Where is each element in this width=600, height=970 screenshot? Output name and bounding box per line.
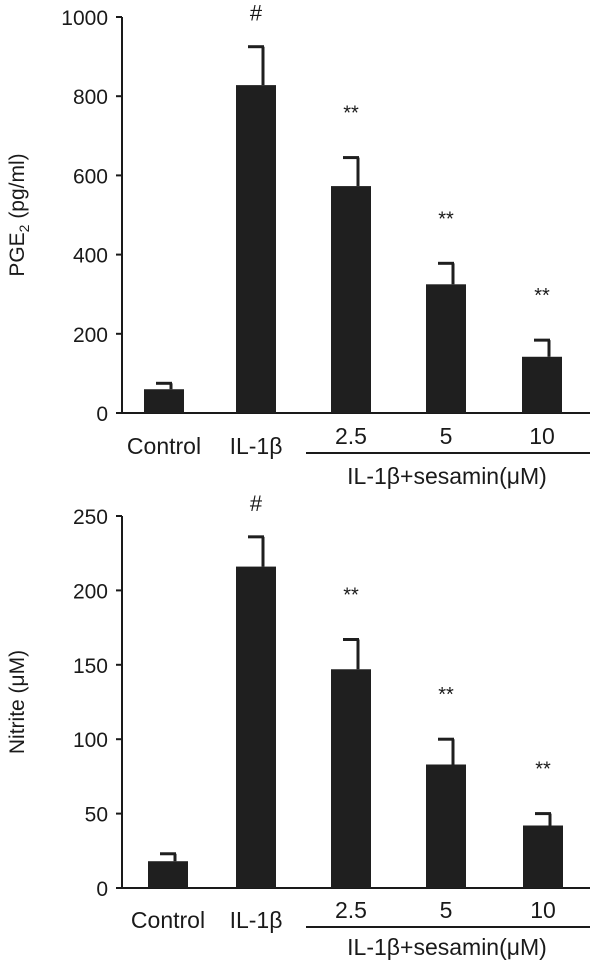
chart1-y-axis-label-sub: 2: [16, 224, 32, 232]
chart1-bar-4: [522, 356, 562, 413]
chart1-category-label-4: 10: [529, 423, 555, 449]
chart2-y-tick-label-1: 50: [85, 804, 108, 827]
chart1-category-label-2: 2.5: [335, 423, 367, 449]
chart1-bar-1: [236, 85, 276, 413]
chart1-bar-3: [426, 284, 466, 413]
chart2-y-tick-label-4: 200: [73, 580, 108, 603]
chart1-y-tick-label-4: 800: [73, 86, 108, 109]
chart1-y-axis-label-main: PGE: [6, 232, 29, 276]
chart1-y-tick-label-2: 400: [73, 245, 108, 268]
chart1-y-tick-label-5: 1000: [61, 7, 108, 30]
chart1-annotation-3: **: [438, 208, 454, 230]
chart1-y-axis-label-unit: (pg/ml): [6, 153, 29, 224]
chart1-y-axis-label: PGE2 (pg/ml): [6, 153, 32, 276]
chart1-bar-2: [331, 186, 371, 413]
chart2-annotation-4: **: [535, 759, 551, 781]
chart2-group-label: IL-1β+sesamin(μM): [347, 934, 547, 960]
chart2-y-tick-label-2: 100: [73, 729, 108, 752]
chart1-y-tick-label-0: 0: [96, 403, 108, 426]
chart2-bar-3: [426, 764, 466, 888]
chart2-y-tick-label-5: 250: [73, 506, 108, 529]
chart2-y-tick-label-0: 0: [96, 878, 108, 901]
chart2-y-tick-label-3: 150: [73, 655, 108, 678]
chart2-y-axis-label: Nitrite (μM): [6, 650, 29, 754]
chart2-annotation-1: #: [250, 491, 263, 516]
chart1-annotation-4: **: [534, 285, 550, 307]
chart1-group-label: IL-1β+sesamin(μM): [347, 463, 547, 489]
chart2-annotation-3: **: [438, 684, 454, 706]
chart2-bar-2: [331, 669, 371, 888]
chart1-category-label-3: 5: [440, 423, 453, 449]
chart2-bar-0: [148, 861, 188, 888]
chart2-category-label-1: IL-1β: [230, 907, 283, 933]
chart1-category-label-1: IL-1β: [230, 433, 283, 459]
chart2-bar-4: [523, 825, 563, 888]
chart2-bar-1: [236, 566, 276, 888]
chart1-category-label-0: Control: [127, 433, 201, 459]
chart1-y-tick-label-3: 600: [73, 165, 108, 188]
chart1-annotation-1: #: [250, 1, 263, 26]
chart2-category-label-4: 10: [530, 897, 556, 923]
chart1-bar-0: [144, 389, 184, 413]
chart1-y-tick-label-1: 200: [73, 324, 108, 347]
chart2-y-axis-label-main: Nitrite (μM): [6, 650, 29, 754]
chart1-annotation-2: **: [343, 103, 359, 125]
chart2-category-label-2: 2.5: [335, 897, 367, 923]
chart2-annotation-2: **: [343, 585, 359, 607]
chart2-category-label-0: Control: [131, 907, 205, 933]
chart2-category-label-3: 5: [440, 897, 453, 923]
